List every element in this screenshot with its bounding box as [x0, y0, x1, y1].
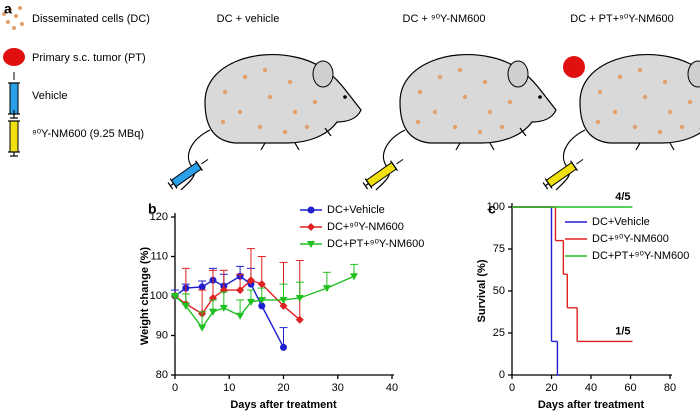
x-tick-label: 40	[585, 382, 597, 394]
x-tick-label: 10	[223, 382, 235, 394]
drug-icon	[7, 109, 21, 157]
legend-label: DC+⁹⁰Y-NM600	[327, 221, 404, 233]
x-tick-label: 80	[664, 382, 676, 394]
marker	[280, 343, 287, 351]
mouse	[180, 53, 362, 191]
mouse	[375, 53, 557, 191]
marker	[198, 324, 207, 332]
y-tick-label: 50	[493, 285, 505, 297]
marker	[258, 302, 266, 310]
marker	[322, 285, 331, 293]
legend-text: Primary s.c. tumor (PT)	[32, 52, 146, 64]
y-axis-label: Weight change (%)	[139, 247, 151, 346]
marker	[307, 206, 315, 214]
marker	[295, 315, 304, 324]
legend-text: Vehicle	[32, 90, 67, 102]
marker	[257, 280, 266, 289]
legend-text: Disseminated cells (DC)	[32, 13, 150, 25]
legend-label: DC+PT+⁹⁰Y-NM600	[592, 250, 689, 262]
legend-label: DC+Vehicle	[592, 216, 650, 228]
marker	[208, 308, 217, 316]
panel-label: c	[488, 201, 496, 217]
annotation: 4/5	[615, 191, 630, 203]
legend-text: ⁹⁰Y-NM600 (9.25 MBq)	[32, 128, 144, 140]
annotation: 1/5	[615, 325, 630, 337]
marker	[198, 283, 206, 291]
y-tick-label: 120	[150, 211, 168, 223]
marker	[350, 273, 359, 281]
y-tick-label: 100	[487, 201, 505, 213]
y-tick-label: 75	[493, 243, 505, 255]
syringe	[361, 153, 408, 192]
group-title: DC + vehicle	[217, 13, 280, 25]
x-tick-label: 0	[509, 382, 515, 394]
x-tick-label: 40	[386, 382, 398, 394]
y-tick-label: 100	[150, 290, 168, 302]
marker	[307, 223, 315, 231]
y-tick-label: 25	[493, 327, 505, 339]
y-tick-label: 0	[499, 369, 505, 381]
marker	[236, 312, 245, 320]
marker	[279, 301, 288, 310]
marker	[181, 302, 190, 310]
x-tick-label: 0	[172, 382, 178, 394]
legend-label: DC+PT+⁹⁰Y-NM600	[327, 238, 424, 250]
marker	[236, 286, 245, 295]
marker	[257, 296, 266, 304]
y-axis-label: Survival (%)	[476, 259, 488, 322]
x-tick-label: 20	[545, 382, 557, 394]
panel-a: Disseminated cells (DC) Primary s.c. tum…	[2, 6, 700, 192]
panel-label: b	[148, 201, 157, 217]
x-tick-label: 60	[624, 382, 636, 394]
marker	[219, 304, 228, 312]
x-tick-label: 30	[332, 382, 344, 394]
x-axis-label: Days after treatment	[538, 399, 645, 411]
x-axis-label: Days after treatment	[230, 399, 337, 411]
y-tick-label: 90	[156, 329, 168, 341]
marker	[246, 276, 255, 285]
legend-label: DC+Vehicle	[327, 204, 385, 216]
x-tick-label: 20	[277, 382, 289, 394]
marker	[246, 298, 255, 306]
group-title: DC + ⁹⁰Y-NM600	[403, 13, 486, 25]
syringe	[541, 153, 588, 192]
legend-label: DC+⁹⁰Y-NM600	[592, 233, 669, 245]
dc-icon	[2, 6, 24, 30]
pt-icon	[3, 48, 25, 66]
marker	[307, 241, 315, 248]
marker	[279, 296, 288, 304]
panel-label: a	[4, 1, 12, 17]
y-tick-label: 80	[156, 369, 168, 381]
series-line	[174, 275, 285, 348]
tumor	[563, 56, 585, 78]
y-tick-label: 110	[150, 250, 168, 262]
group-title: DC + PT+⁹⁰Y-NM600	[570, 13, 673, 25]
marker	[295, 294, 304, 302]
marker	[171, 293, 179, 300]
syringe	[166, 153, 213, 192]
series-line	[174, 279, 301, 321]
series-line	[174, 275, 355, 329]
